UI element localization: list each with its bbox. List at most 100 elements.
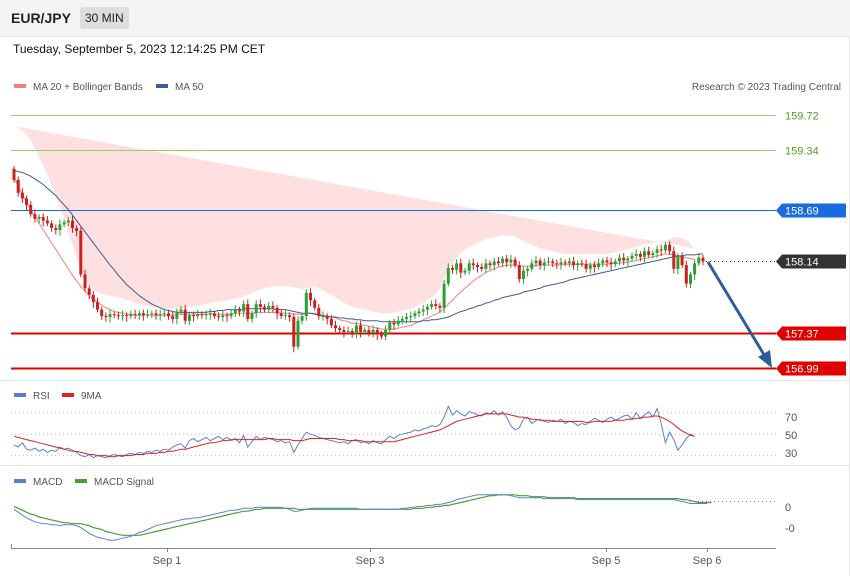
candle-body — [384, 330, 388, 337]
level-label: 156.99 — [785, 364, 819, 376]
candle-body — [300, 316, 304, 321]
candle-body — [551, 261, 555, 264]
level-label: 159.34 — [785, 146, 819, 158]
candle-body — [16, 179, 20, 193]
candle-body — [588, 265, 592, 269]
ma50-legend-swatch — [156, 84, 168, 88]
candle-body — [693, 263, 697, 275]
candle-body — [526, 268, 530, 271]
candle-body — [317, 307, 321, 317]
candle-body — [530, 263, 534, 269]
candle-body — [672, 251, 676, 269]
candle-body — [121, 315, 125, 317]
candle-body — [12, 168, 16, 180]
candle-body — [133, 314, 137, 316]
candle-body — [313, 300, 317, 308]
candle-body — [71, 220, 74, 228]
candle-body — [304, 292, 308, 317]
candle-body — [238, 309, 241, 312]
candle-body — [50, 223, 54, 228]
candle-body — [371, 330, 375, 333]
bollinger-band — [14, 126, 695, 314]
timestamp: Tuesday, September 5, 2023 12:14:25 PM C… — [13, 42, 266, 56]
candle-body — [242, 304, 246, 312]
candle-body — [584, 264, 588, 269]
candle-body — [54, 228, 58, 230]
candle-body — [680, 255, 684, 266]
timeframe-badge[interactable]: 30 MIN — [80, 7, 129, 29]
candle-body — [217, 316, 221, 318]
level-label: 159.72 — [785, 111, 819, 123]
x-tick-label: Sep 1 — [153, 555, 182, 567]
forecast-arrow-head — [758, 350, 772, 368]
candle-body — [279, 313, 283, 317]
level-tag — [776, 203, 846, 218]
candle-body — [442, 283, 446, 308]
candle-body — [116, 315, 120, 317]
candle-body — [451, 267, 454, 270]
candle-body — [576, 263, 580, 266]
candle-body — [567, 261, 571, 264]
candle-body — [104, 316, 108, 318]
candle-body — [488, 263, 492, 266]
candle-body — [229, 313, 233, 317]
candle-body — [179, 309, 183, 312]
candle-body — [542, 262, 546, 266]
candle-body — [58, 224, 62, 230]
candle-body — [634, 254, 638, 256]
candle-body — [538, 260, 542, 266]
candle-body — [33, 214, 37, 219]
macd-signal-legend-label: MACD Signal — [94, 477, 154, 488]
candle-body — [125, 315, 129, 317]
candle-body — [467, 263, 471, 271]
macd-signal-line — [13, 494, 712, 536]
candle-body — [496, 261, 500, 264]
candle-body — [91, 294, 95, 303]
candle-body — [204, 314, 208, 316]
candle-body — [613, 261, 617, 265]
macd-signal-legend-swatch — [75, 479, 87, 483]
level-label: 158.69 — [785, 206, 819, 218]
candle-body — [112, 314, 116, 316]
symbol-title: EUR/JPY — [11, 10, 71, 26]
candle-body — [689, 274, 692, 284]
candle-body — [146, 314, 150, 316]
candle-body — [275, 307, 279, 314]
macd-legend: MACD MACD Signal — [14, 477, 154, 488]
macd-legend-label: MACD — [33, 477, 62, 488]
levels-layer: 159.72 159.34 158.69 158.14 157.37 156.99 — [11, 111, 846, 376]
bollinger-layer — [14, 126, 695, 314]
candle-body — [354, 325, 358, 334]
candle-body — [271, 305, 275, 308]
candle-body — [267, 305, 271, 310]
candle-body — [375, 330, 379, 335]
candle-body — [225, 315, 229, 317]
candle-body — [430, 304, 434, 307]
rsi-legend: RSI 9MA — [14, 391, 102, 402]
credit-text: Research © 2023 Trading Central — [692, 82, 841, 93]
candle-body — [501, 258, 505, 264]
candle-body — [41, 216, 45, 221]
level-label: 157.37 — [785, 329, 819, 341]
macd-tick-zero: 0 — [785, 502, 791, 514]
candle-body — [392, 322, 396, 325]
candle-body — [405, 317, 408, 319]
candle-body — [434, 304, 438, 306]
macd-legend-swatch — [14, 479, 26, 483]
candle-body — [559, 262, 563, 265]
candle-body — [417, 311, 421, 314]
candle-body — [597, 263, 601, 267]
candle-body — [75, 228, 79, 231]
candle-body — [605, 260, 609, 263]
candle-body — [446, 267, 450, 284]
candle-body — [183, 309, 187, 321]
candle-body — [609, 262, 613, 265]
candle-body — [409, 316, 413, 318]
candle-body — [254, 304, 258, 314]
rsi-layer — [11, 405, 776, 459]
candle-body — [325, 316, 329, 319]
candle-body — [697, 257, 701, 264]
rsi-ma-line — [13, 413, 695, 458]
candle-body — [321, 316, 325, 318]
